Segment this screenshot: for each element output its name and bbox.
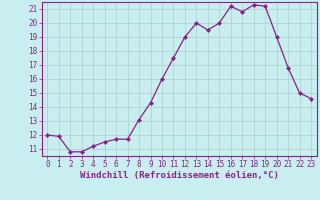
X-axis label: Windchill (Refroidissement éolien,°C): Windchill (Refroidissement éolien,°C) [80,171,279,180]
